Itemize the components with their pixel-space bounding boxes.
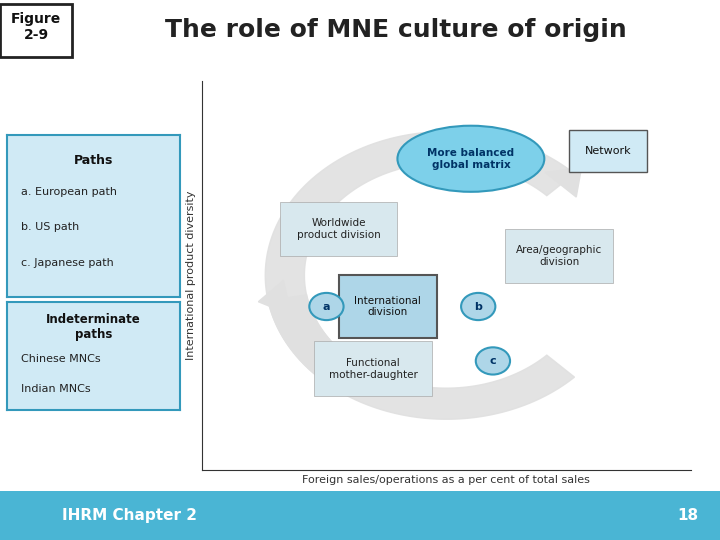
Text: Indian MNCs: Indian MNCs	[21, 384, 91, 395]
FancyBboxPatch shape	[0, 4, 72, 57]
Text: IHRM Chapter 2: IHRM Chapter 2	[62, 508, 197, 523]
Text: International
division: International division	[354, 296, 421, 318]
FancyBboxPatch shape	[280, 201, 397, 256]
Circle shape	[310, 293, 343, 320]
Text: More balanced
global matrix: More balanced global matrix	[427, 148, 515, 170]
Text: b: b	[474, 301, 482, 312]
Text: c: c	[490, 356, 496, 366]
Ellipse shape	[397, 126, 544, 192]
Text: c. Japanese path: c. Japanese path	[21, 258, 114, 268]
Polygon shape	[545, 168, 582, 197]
Text: Figure
2-9: Figure 2-9	[11, 12, 61, 42]
FancyBboxPatch shape	[314, 341, 432, 396]
FancyBboxPatch shape	[505, 229, 613, 283]
Circle shape	[461, 293, 495, 320]
Polygon shape	[268, 295, 575, 419]
Text: Network: Network	[585, 146, 631, 156]
Polygon shape	[258, 280, 291, 315]
Text: Indeterminate
paths: Indeterminate paths	[46, 313, 141, 341]
Y-axis label: International product diversity: International product diversity	[186, 191, 196, 360]
FancyBboxPatch shape	[338, 275, 436, 338]
Text: 18: 18	[678, 508, 698, 523]
Text: Paths: Paths	[74, 154, 113, 167]
FancyBboxPatch shape	[569, 130, 647, 172]
Text: b. US path: b. US path	[21, 222, 79, 233]
Text: Area/geographic
division: Area/geographic division	[516, 245, 602, 267]
Circle shape	[476, 347, 510, 375]
Text: The role of MNE culture of origin: The role of MNE culture of origin	[165, 18, 627, 42]
Text: Worldwide
product division: Worldwide product division	[297, 218, 381, 240]
X-axis label: Foreign sales/operations as a per cent of total sales: Foreign sales/operations as a per cent o…	[302, 475, 590, 485]
Text: Functional
mother-daughter: Functional mother-daughter	[328, 358, 418, 380]
Text: a: a	[323, 301, 330, 312]
Polygon shape	[265, 132, 575, 386]
Text: a. European path: a. European path	[21, 187, 117, 197]
Text: Chinese MNCs: Chinese MNCs	[21, 354, 101, 364]
